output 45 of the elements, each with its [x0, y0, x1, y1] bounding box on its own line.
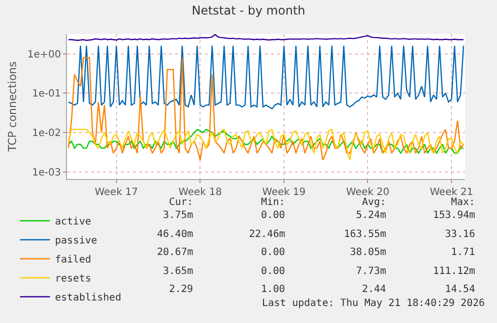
x-tick-label: Week 20: [346, 187, 390, 198]
line-series: [68, 128, 464, 161]
x-tick-label: Week 21: [430, 187, 474, 198]
legend-label: resets: [55, 274, 92, 285]
text: 22.46m: [249, 229, 286, 240]
text: 111.12m: [433, 266, 476, 277]
text: 153.94m: [433, 210, 476, 221]
text: 3.75m: [163, 210, 194, 221]
chart-title: Netstat - by month: [192, 3, 306, 18]
text: 3.65m: [163, 266, 194, 277]
text: Max:: [451, 197, 476, 208]
text: 14.54: [445, 284, 476, 295]
legend-label: established: [55, 292, 122, 304]
text: 20.67m: [157, 247, 194, 258]
text: 0.00: [261, 247, 286, 258]
line-series: [68, 57, 464, 161]
x-tick-label: Week 18: [178, 187, 222, 198]
text: 0.00: [261, 266, 286, 277]
text: 46.40m: [157, 229, 194, 240]
text: 38.05m: [350, 247, 386, 258]
y-tick-label: 1e-01: [32, 88, 61, 100]
text: 163.55m: [344, 229, 386, 240]
x-tick-label: Week 19: [262, 187, 306, 198]
text: 1.00: [261, 284, 286, 295]
text: 0.00: [261, 210, 286, 221]
text: 1.71: [451, 247, 476, 258]
line-series: [68, 128, 464, 154]
y-tick-label: 1e-03: [32, 167, 61, 178]
text: 33.16: [445, 229, 476, 240]
text: 5.24m: [356, 210, 386, 221]
text: 2.44: [362, 284, 386, 295]
text: Last update: Thu May 21 18:40:29 2026: [262, 298, 485, 309]
y-tick-label: 1e+00: [27, 49, 61, 60]
legend-label: failed: [55, 254, 92, 266]
x-tick-label: Week 17: [94, 187, 138, 198]
text: Cur:: [169, 197, 194, 208]
text: Avg:: [362, 197, 386, 208]
legend-label: passive: [55, 236, 98, 247]
text: Min:: [261, 197, 286, 208]
text: 2.29: [169, 284, 194, 295]
text: 7.73m: [356, 266, 386, 277]
line-series: [68, 45, 464, 110]
y-axis-title: TCP connections: [6, 61, 20, 153]
y-tick-label: 1e-02: [32, 128, 61, 140]
legend-label: active: [55, 216, 92, 228]
